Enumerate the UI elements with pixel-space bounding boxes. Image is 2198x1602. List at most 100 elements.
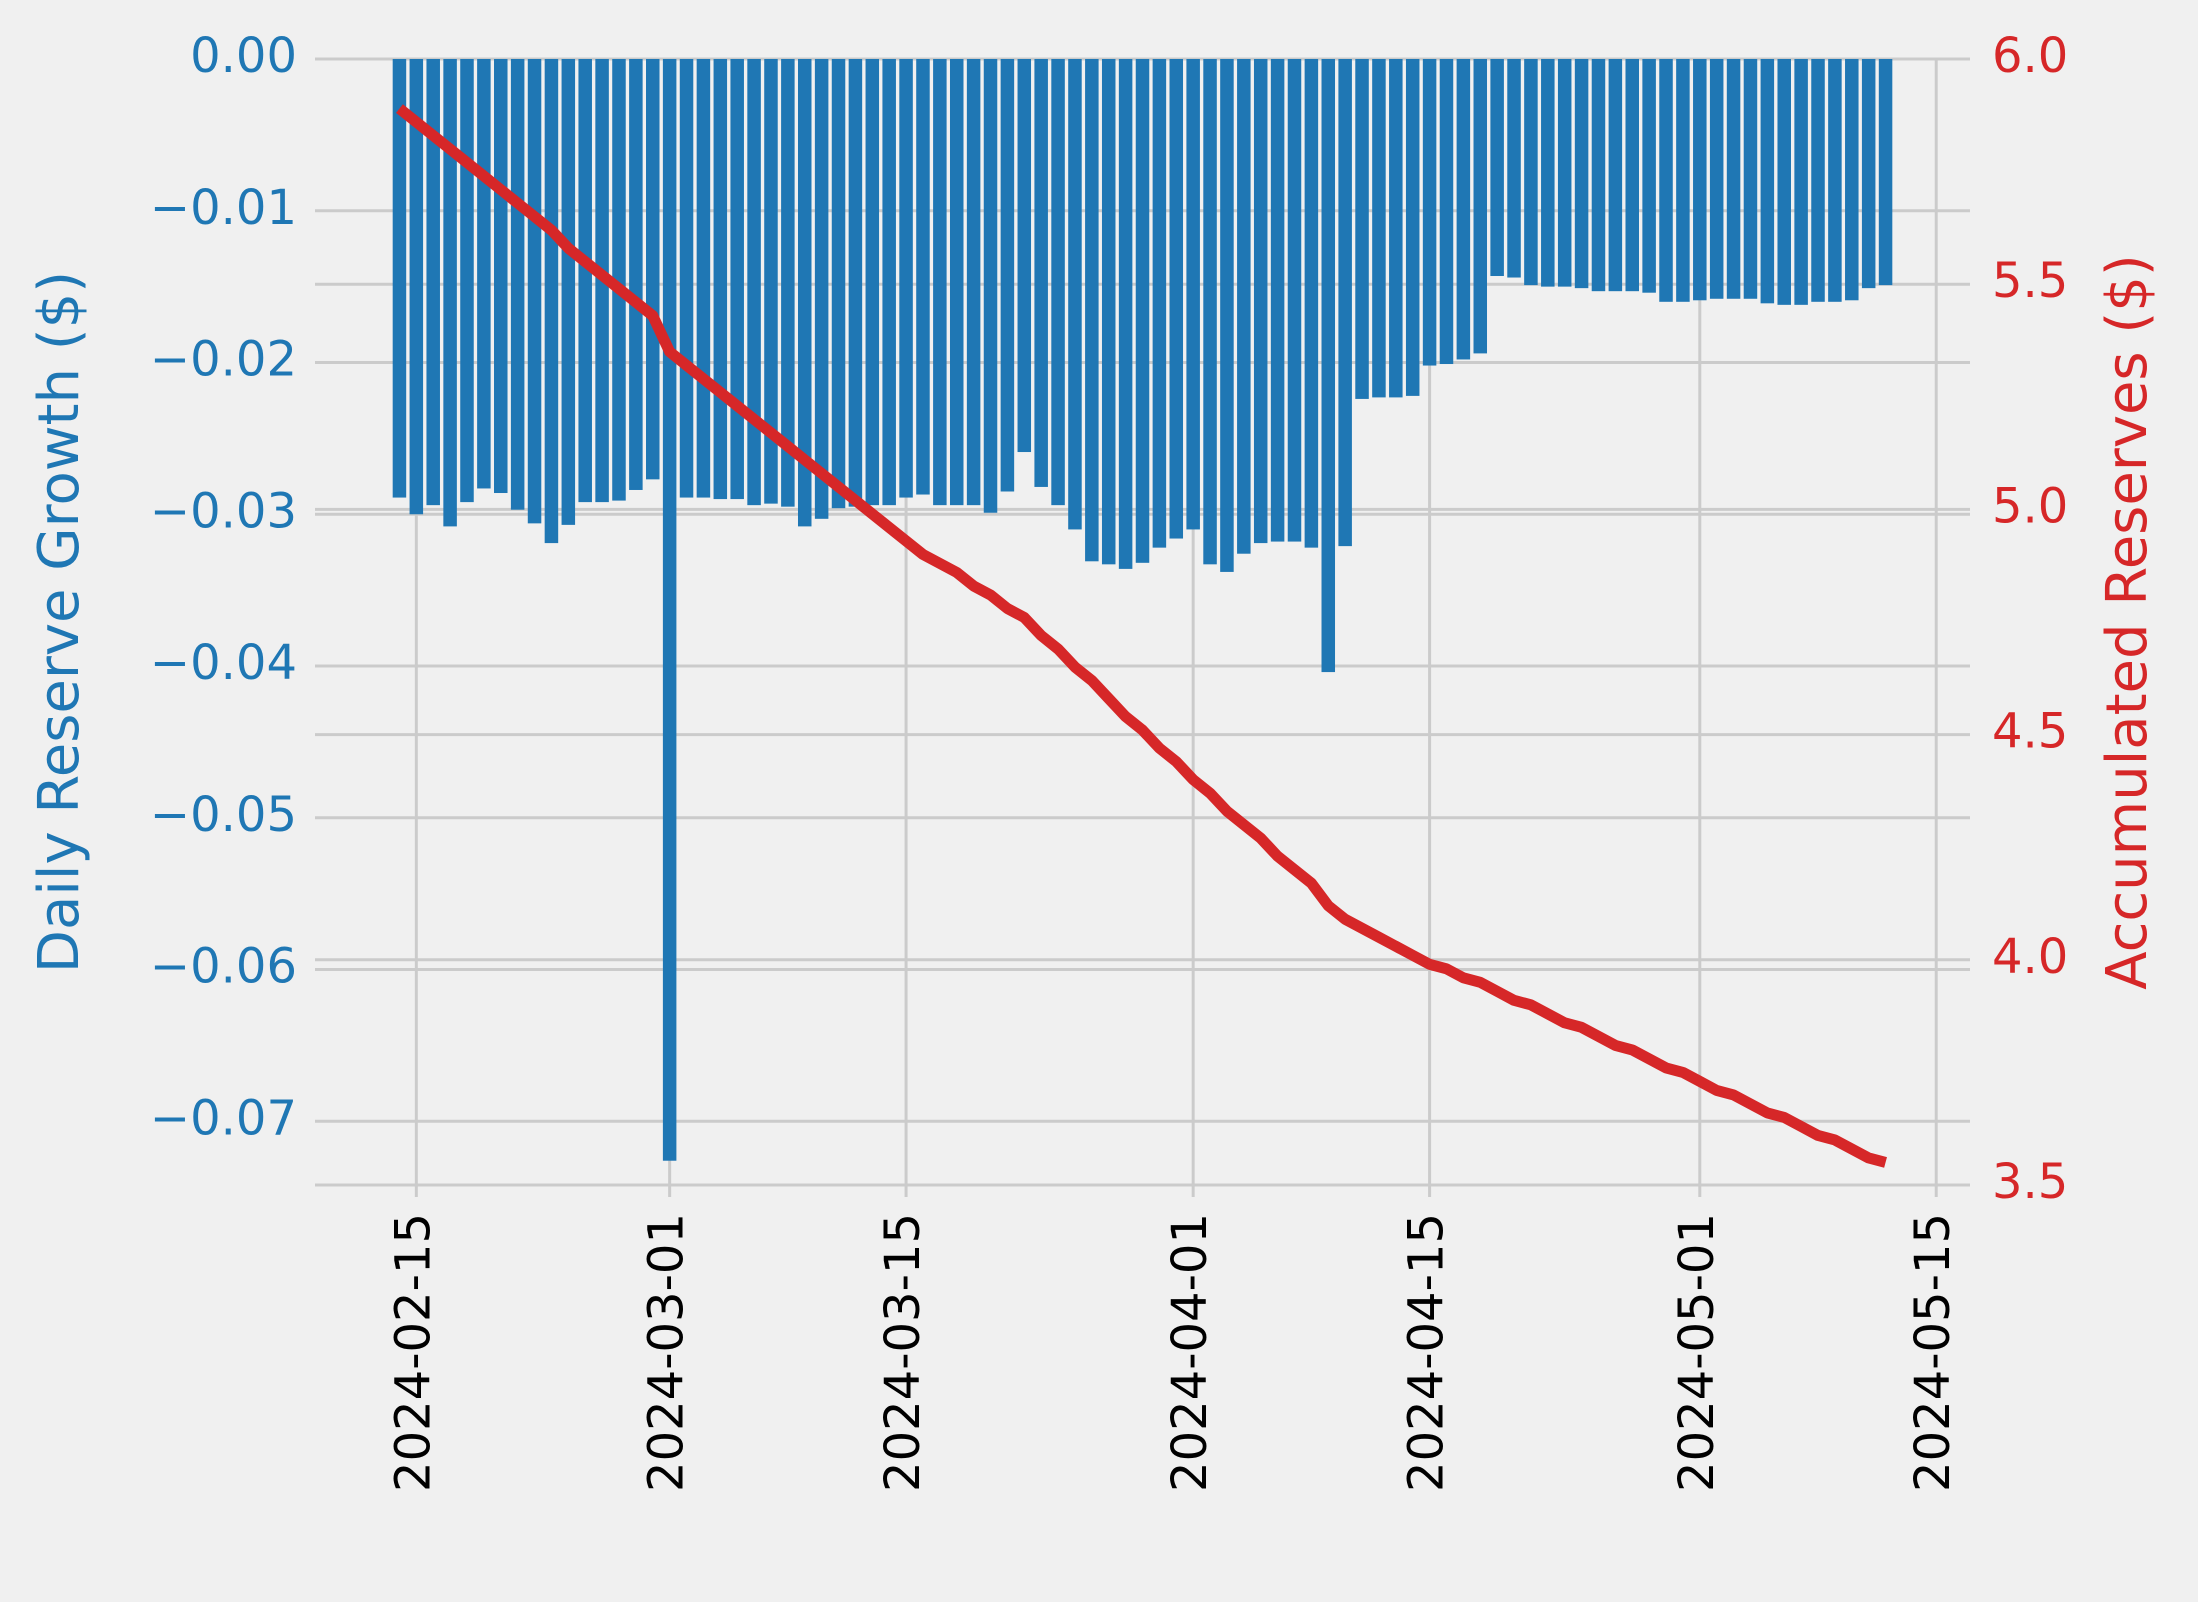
bar [1642, 59, 1656, 293]
bar [1034, 59, 1048, 487]
bar [1625, 59, 1639, 292]
bar [1591, 59, 1606, 292]
bar [477, 59, 491, 489]
bar [1237, 59, 1251, 554]
bar [1878, 59, 1893, 286]
y2-tick-label: 5.0 [1992, 478, 2068, 534]
bar [1169, 59, 1184, 539]
bar [747, 59, 761, 506]
bar [1068, 59, 1082, 530]
bar [1085, 59, 1099, 562]
x-tick-label: 2024-05-15 [1905, 1213, 1961, 1492]
bar [1220, 59, 1234, 572]
bar [662, 59, 677, 1161]
bar [629, 59, 643, 490]
y-tick-label: −0.03 [150, 483, 297, 539]
bar [1270, 59, 1285, 542]
bar [899, 59, 913, 498]
bar [1118, 59, 1133, 569]
y2-axis-label: Accumulated Reserves ($) [2095, 254, 2160, 989]
bar [1287, 59, 1302, 542]
bar [1473, 59, 1488, 354]
bar [865, 59, 880, 506]
bar [1405, 59, 1420, 396]
y-tick-label: −0.05 [150, 787, 297, 843]
y2-tick-label: 4.5 [1992, 704, 2068, 760]
bar [1693, 59, 1707, 301]
bar [1304, 59, 1319, 548]
y2-tick-label: 3.5 [1992, 1154, 2068, 1210]
y2-tick-label: 5.5 [1992, 253, 2068, 309]
bar [1608, 59, 1623, 292]
x-tick-label: 2024-03-15 [875, 1213, 931, 1492]
bar [612, 59, 626, 501]
bar [1676, 59, 1690, 302]
bar [781, 59, 795, 507]
x-tick-label: 2024-04-01 [1162, 1213, 1218, 1492]
bar [713, 59, 728, 500]
bar [460, 59, 474, 503]
bar [1152, 59, 1167, 548]
bar [544, 59, 559, 544]
bar [1422, 59, 1437, 366]
y2-tick-label: 4.0 [1992, 929, 2068, 985]
bar [1439, 59, 1454, 365]
bar [1541, 59, 1555, 287]
bar [1017, 59, 1032, 453]
bar [646, 59, 660, 480]
bar [1777, 59, 1791, 305]
bar [1524, 59, 1538, 286]
bar [949, 59, 964, 506]
bar [1490, 59, 1504, 277]
bar [409, 59, 424, 515]
bar [426, 59, 440, 506]
y-tick-label: 0.00 [190, 28, 297, 84]
bar [1203, 59, 1217, 565]
bar [1845, 59, 1859, 301]
bar [814, 59, 829, 519]
bar [494, 59, 508, 494]
bar [1726, 59, 1741, 299]
bar [1355, 59, 1369, 399]
bar [966, 59, 981, 506]
bar [1507, 59, 1521, 278]
bar [392, 59, 407, 498]
y-tick-label: −0.02 [150, 332, 297, 388]
bar [1135, 59, 1150, 563]
x-tick-label: 2024-04-15 [1399, 1213, 1455, 1492]
bar [1828, 59, 1842, 302]
bar [1557, 59, 1572, 287]
bar [1186, 59, 1200, 530]
bar [1861, 59, 1876, 289]
x-tick-label: 2024-02-15 [385, 1213, 441, 1492]
bar [848, 59, 863, 507]
bar [1456, 59, 1471, 360]
bar [527, 59, 542, 524]
bar [1101, 59, 1116, 565]
bar [510, 59, 525, 510]
bar [764, 59, 778, 504]
bar [1372, 59, 1386, 398]
bar [1760, 59, 1775, 304]
bar [578, 59, 592, 503]
line [396, 104, 1887, 1168]
bar [933, 59, 947, 506]
bar [983, 59, 998, 513]
x-tick-label: 2024-05-01 [1669, 1213, 1725, 1492]
y-tick-label: −0.01 [150, 180, 297, 236]
bar [696, 59, 711, 498]
y-tick-label: −0.07 [150, 1090, 297, 1146]
bar [1051, 59, 1065, 506]
bar [1000, 59, 1015, 492]
bar [561, 59, 576, 525]
y-tick-label: −0.04 [150, 635, 297, 691]
bar [1743, 59, 1758, 299]
bar [831, 59, 846, 509]
bar [1659, 59, 1673, 302]
bar [1321, 59, 1336, 673]
bar [679, 59, 694, 498]
y-axis-label: Daily Reserve Growth ($) [27, 271, 92, 973]
bar [882, 59, 896, 506]
bar [1253, 59, 1268, 544]
